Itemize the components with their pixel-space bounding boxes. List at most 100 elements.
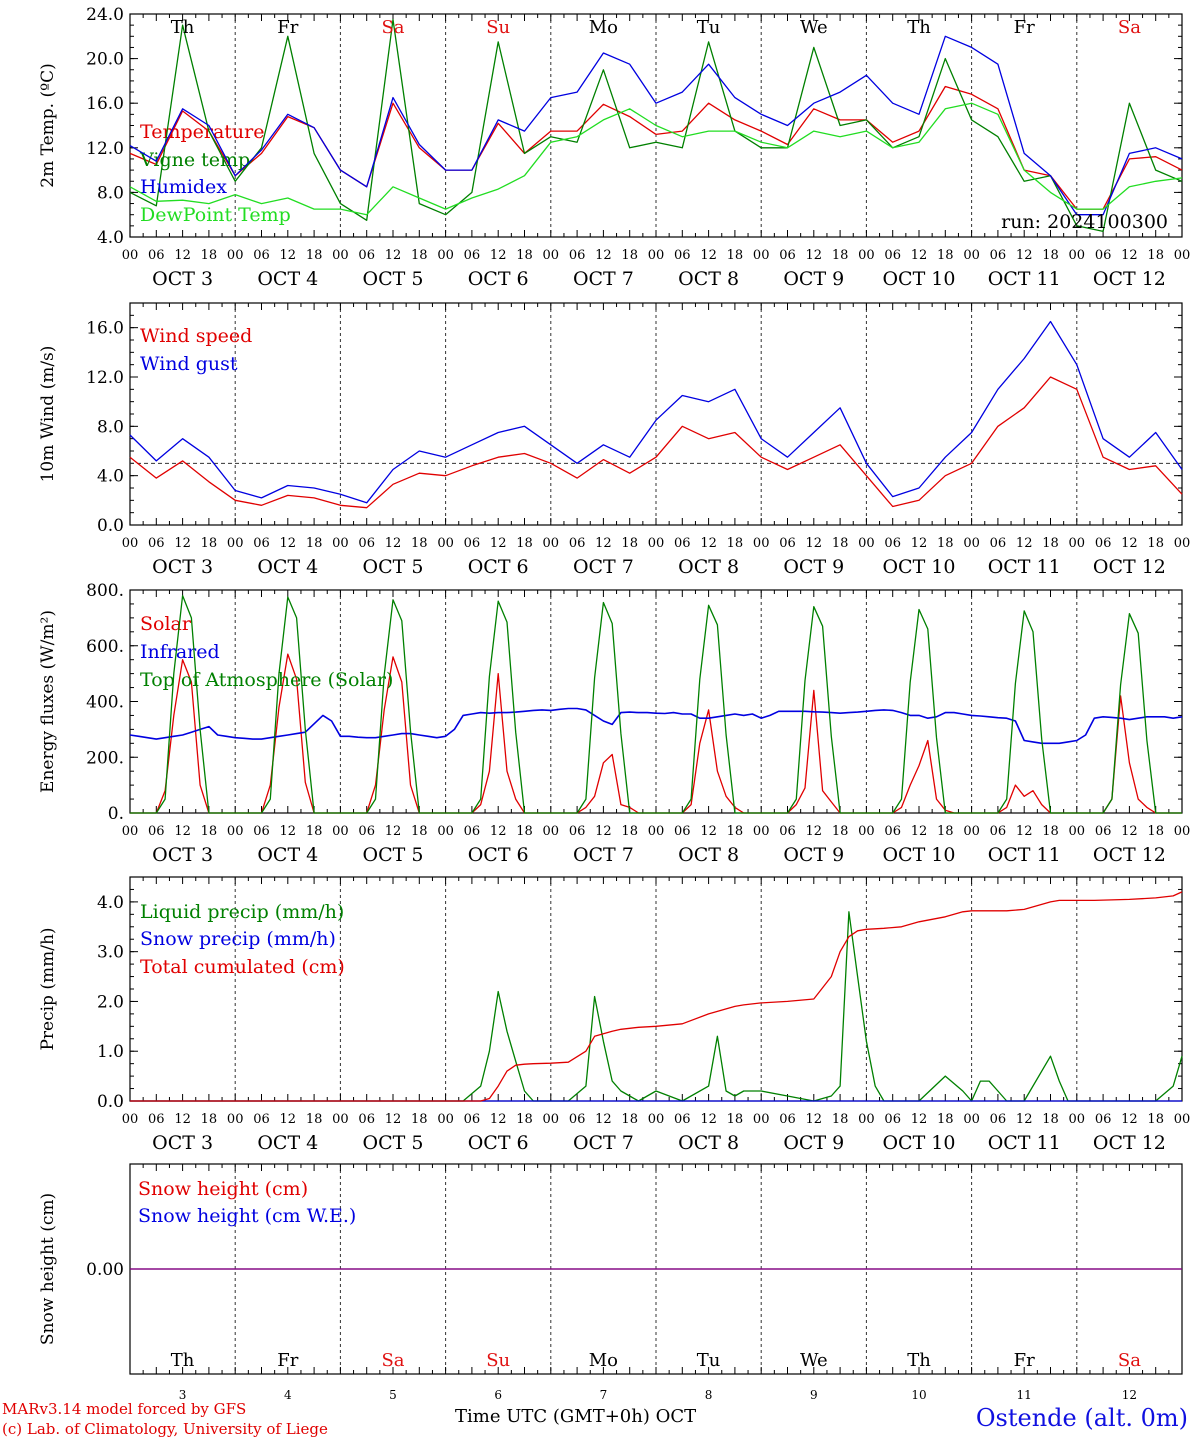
- y-tick-label: 4.0: [97, 228, 124, 248]
- series-line: [129, 707, 1183, 745]
- hour-label: 12: [700, 824, 717, 839]
- hour-label: 06: [884, 248, 901, 263]
- day-abbr-label: Fr: [277, 17, 298, 38]
- day-abbr-label: Th: [907, 1350, 931, 1371]
- day-abbr-label: Th: [907, 17, 931, 38]
- date-label: OCT 10: [882, 844, 955, 866]
- hour-label: 06: [779, 824, 796, 839]
- hour-label: 00: [122, 248, 139, 263]
- date-label: OCT 8: [678, 844, 739, 866]
- hour-label: 00: [1174, 248, 1191, 263]
- day-abbr-label: Th: [171, 1350, 195, 1371]
- hour-label: 12: [174, 1112, 191, 1127]
- date-label: OCT 4: [257, 556, 318, 578]
- hour-label: 06: [674, 824, 691, 839]
- hour-label: 00: [1069, 1112, 1086, 1127]
- hour-label: 06: [1095, 248, 1112, 263]
- day-abbr-label: Su: [486, 17, 510, 38]
- y-axis-label: Precip (mm/h): [38, 927, 58, 1050]
- legend-entry: Vigne temp: [139, 149, 250, 171]
- hour-label: 06: [569, 1112, 586, 1127]
- y-tick-label: 3.0: [97, 943, 124, 963]
- hour-label: 18: [832, 1112, 849, 1127]
- day-abbr-label: Fr: [1014, 17, 1035, 38]
- hour-label: 18: [411, 248, 428, 263]
- hour-label: 06: [569, 824, 586, 839]
- hour-label: 18: [621, 824, 638, 839]
- run-annotation: run: 2024100300: [1001, 211, 1168, 233]
- date-label: OCT 3: [152, 556, 213, 578]
- hour-label: 12: [700, 536, 717, 551]
- day-number-label: 4: [284, 1388, 292, 1402]
- hour-label: 18: [727, 824, 744, 839]
- hour-label: 06: [253, 1112, 270, 1127]
- hour-label: 12: [280, 536, 297, 551]
- hour-label: 00: [963, 1112, 980, 1127]
- series-line: [129, 320, 1183, 504]
- y-axis-label: Energy fluxes (W/m²): [38, 610, 58, 793]
- day-number-label: 5: [389, 1388, 397, 1402]
- hour-label: 12: [174, 824, 191, 839]
- date-label: OCT 9: [783, 1132, 844, 1154]
- y-tick-label: 16.0: [86, 319, 124, 339]
- y-tick-label: 4.0: [97, 893, 124, 913]
- day-number-label: 10: [911, 1388, 926, 1402]
- hour-label: 06: [358, 536, 375, 551]
- y-tick-label: 16.0: [86, 94, 124, 114]
- day-abbr-label: Sa: [381, 17, 404, 38]
- hour-label: 18: [1042, 536, 1059, 551]
- hour-label: 06: [358, 1112, 375, 1127]
- hour-label: 00: [122, 824, 139, 839]
- hour-label: 06: [674, 1112, 691, 1127]
- hour-label: 06: [674, 536, 691, 551]
- hour-label: 12: [174, 536, 191, 551]
- y-tick-label: 0.00: [86, 1260, 124, 1280]
- day-abbr-label: Sa: [381, 1350, 404, 1371]
- date-label: OCT 9: [783, 844, 844, 866]
- date-label: OCT 9: [783, 556, 844, 578]
- hour-label: 12: [1121, 536, 1138, 551]
- hour-label: 06: [990, 1112, 1007, 1127]
- legend-entry: Liquid precip (mm/h): [140, 901, 344, 923]
- date-label: OCT 5: [363, 268, 424, 290]
- day-number-label: 12: [1122, 1388, 1137, 1402]
- y-tick-label: 24.0: [86, 5, 124, 25]
- date-label: OCT 5: [363, 844, 424, 866]
- day-number-label: 6: [494, 1388, 502, 1402]
- y-tick-label: 0.0: [97, 516, 124, 536]
- day-abbr-label: We: [800, 1350, 828, 1371]
- legend-entry: Humidex: [140, 176, 227, 198]
- date-label: OCT 12: [1093, 844, 1166, 866]
- hour-label: 18: [832, 824, 849, 839]
- date-label: OCT 8: [678, 268, 739, 290]
- hour-label: 18: [832, 248, 849, 263]
- y-tick-label: 400.: [86, 693, 124, 713]
- day-number-label: 11: [1017, 1388, 1032, 1402]
- date-label: OCT 8: [678, 556, 739, 578]
- legend-entry: Wind speed: [140, 325, 252, 347]
- hour-label: 00: [648, 536, 665, 551]
- model-credit: MARv3.14 model forced by GFS: [2, 1400, 247, 1418]
- y-tick-label: 12.0: [86, 139, 124, 159]
- hour-label: 12: [385, 824, 402, 839]
- hour-label: 00: [227, 248, 244, 263]
- hour-label: 18: [1147, 1112, 1164, 1127]
- day-abbr-label: Mo: [589, 17, 618, 38]
- hour-label: 18: [1147, 824, 1164, 839]
- hour-label: 12: [280, 1112, 297, 1127]
- hour-label: 00: [753, 536, 770, 551]
- y-tick-label: 4.0: [97, 467, 124, 487]
- hour-label: 00: [437, 1112, 454, 1127]
- day-number-label: 8: [705, 1388, 713, 1402]
- date-label: OCT 10: [882, 556, 955, 578]
- series-line: [129, 102, 1183, 216]
- day-abbr-label: Th: [171, 17, 195, 38]
- hour-label: 12: [911, 824, 928, 839]
- hour-label: 00: [543, 824, 560, 839]
- y-tick-label: 2.0: [97, 992, 124, 1012]
- hour-label: 18: [516, 248, 533, 263]
- hour-label: 00: [543, 536, 560, 551]
- hour-label: 12: [490, 536, 507, 551]
- hour-label: 00: [648, 1112, 665, 1127]
- hour-label: 06: [674, 248, 691, 263]
